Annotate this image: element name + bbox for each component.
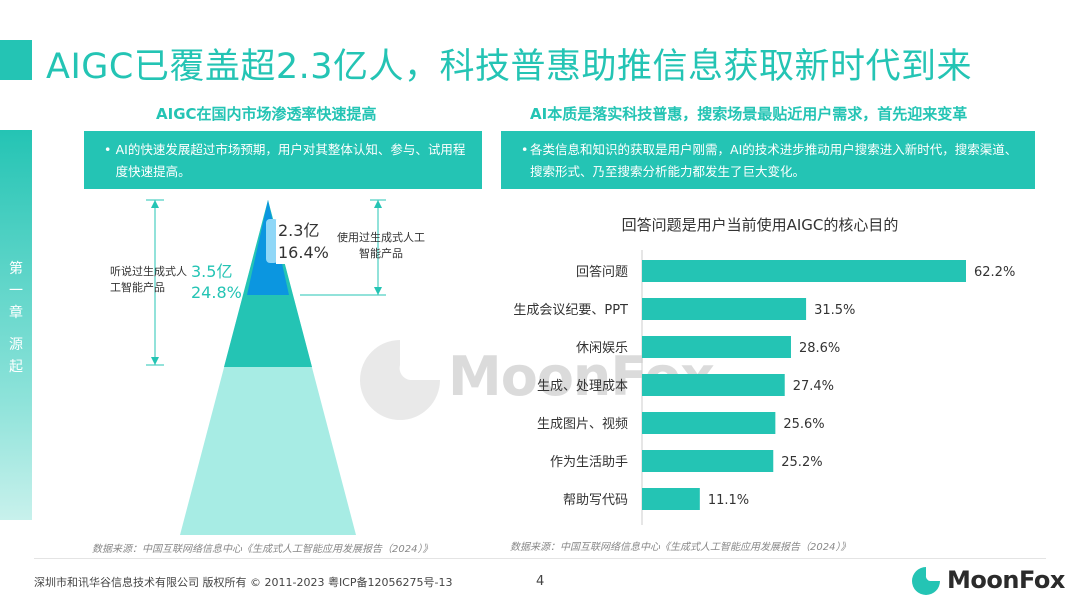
aware-arrow-down (151, 357, 159, 365)
bar-value-label: 11.1% (708, 493, 749, 508)
moonfox-logo-icon (912, 567, 940, 595)
bar-chart-title: 回答问题是用户当前使用AIGC的核心目的 (621, 216, 899, 234)
bar-category-label: 生成图片、视频 (537, 417, 628, 432)
bar-category-label: 作为生活助手 (550, 455, 628, 470)
right-panel-bullet-text: 各类信息和知识的获取是用户刚需，AI的技术进步推动用户搜索进入新时代，搜索渠道、… (530, 142, 1018, 179)
title-accent-bar (0, 40, 32, 80)
footer-divider (34, 558, 1046, 559)
left-panel-bullet-text: AI的快速发展超过市场预期，用户对其整体认知、参与、试用程度快速提高。 (115, 142, 466, 179)
used-rate-value: 16.4% (278, 243, 329, 262)
used-arrow-down (374, 287, 382, 295)
right-source-note: 数据来源：中国互联网络信息中心《生成式人工智能应用发展报告（2024）》 (510, 542, 851, 553)
chapter-label: 第一章源起 (9, 261, 23, 375)
used-callout-marker (266, 219, 278, 263)
bar-category-label: 生成会议纪要、PPT (513, 303, 628, 318)
bar-2 (642, 336, 791, 358)
bar-4 (642, 412, 776, 434)
used-users-value: 2.3亿 (278, 221, 320, 240)
bar-value-label: 31.5% (814, 303, 855, 318)
chapter-side-tab (0, 130, 32, 520)
bar-category-label: 回答问题 (576, 264, 628, 280)
aware-label: 听说过生成式人工智能产品 (110, 265, 187, 294)
moonfox-logo-text: MoonFox (947, 566, 1065, 594)
used-callout: 2.3亿 16.4% (276, 220, 331, 264)
bar-category-label: 休闲娱乐 (576, 341, 628, 356)
footer-copyright: 深圳市和讯华谷信息技术有限公司 版权所有 © 2011-2023 粤ICP备12… (34, 576, 453, 589)
aware-users-value: 3.5亿 (191, 262, 233, 281)
left-panel-bullet-box: • AI的快速发展超过市场预期，用户对其整体认知、参与、试用程度快速提高。 (84, 131, 482, 189)
bar-value-label: 62.2% (974, 265, 1015, 280)
page-title: AIGC已覆盖超2.3亿人，科技普惠助推信息获取新时代到来 (46, 47, 972, 87)
pyramid-base-layer (180, 200, 356, 535)
bar-value-label: 28.6% (799, 341, 840, 356)
bar-value-label: 25.6% (783, 417, 824, 432)
pyramid-chart (146, 199, 386, 535)
right-panel-bullet-box: • 各类信息和知识的获取是用户刚需，AI的技术进步推动用户搜索进入新时代，搜索渠道… (501, 131, 1035, 189)
aware-arrow-up (151, 200, 159, 208)
used-arrow-up (374, 200, 382, 208)
left-panel-subtitle: AIGC在国内市场渗透率快速提高 (156, 105, 377, 123)
bar-3 (642, 374, 785, 396)
bar-value-label: 25.2% (781, 455, 822, 470)
left-source-note: 数据来源：中国互联网络信息中心《生成式人工智能应用发展报告（2024）》 (92, 544, 433, 555)
bar-0 (642, 260, 966, 282)
page-number: 4 (536, 574, 545, 589)
bar-6 (642, 488, 700, 510)
watermark-logo-icon (360, 340, 440, 420)
used-label: 使用过生成式人工智能产品 (337, 231, 425, 260)
bar-5 (642, 450, 774, 472)
aware-rate-value: 24.8% (191, 283, 242, 302)
bar-value-label: 27.4% (793, 379, 834, 394)
bar-category-label: 帮助写代码 (563, 493, 628, 508)
right-panel-subtitle: AI本质是落实科技普惠，搜索场景最贴近用户需求，首先迎来变革 (530, 105, 968, 123)
bar-category-label: 生成、处理成本 (537, 379, 628, 394)
bar-1 (642, 298, 807, 320)
aware-callout: 3.5亿 24.8% (191, 261, 242, 303)
bar-chart: 回答问题 62.2% 生成会议纪要、PPT 31.5% 休闲娱乐 28.6% 生成、处理成本… (513, 250, 1015, 525)
